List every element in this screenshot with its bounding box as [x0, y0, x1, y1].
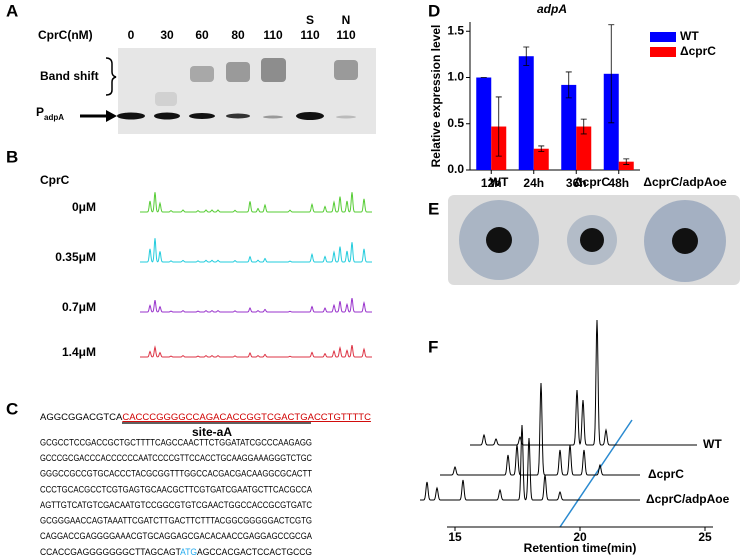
trace	[420, 424, 640, 501]
concentration-label: 0	[128, 28, 135, 42]
error-bar	[608, 24, 615, 124]
y-tick-label: 0.5	[447, 116, 464, 130]
legend-swatch	[650, 32, 676, 42]
panel-label: C	[6, 399, 18, 418]
sequence-line: GCGCCTCCGACCGCTGCTTTTCAGCCAACTTCTGGATATC…	[40, 438, 312, 449]
gel-smears	[155, 58, 358, 106]
error-bar	[580, 118, 587, 135]
panel-label: F	[428, 337, 438, 356]
trace	[140, 238, 372, 263]
alignment-line	[559, 419, 633, 528]
y-tick-label: 0.0	[447, 162, 464, 176]
bar	[533, 148, 549, 170]
concentration-label: 0μM	[72, 200, 96, 214]
gel-header: CprC(nM)	[38, 28, 93, 42]
trace	[140, 298, 372, 313]
concentration-label: 110	[300, 28, 320, 42]
concentration-label: 0.7μM	[62, 300, 96, 314]
trace-label: ΔcprC/adpAoe	[646, 492, 730, 506]
x-tick-label: 24h	[523, 176, 544, 190]
legend-label: WT	[680, 29, 699, 43]
sequence-line: GGGCCGCCGTGCACCCTACGCGGTTTGGCCACGACGACAA…	[40, 469, 312, 480]
x-tick-label: 20	[573, 530, 587, 544]
site-label: site-aA	[192, 425, 232, 439]
concentration-label: 1.4μM	[62, 345, 96, 359]
bar	[561, 84, 577, 170]
y-tick-label: 1.0	[447, 70, 464, 84]
panel-label: A	[6, 1, 18, 20]
lane-label: S	[306, 13, 314, 27]
panel-label: E	[428, 199, 439, 218]
error-bar	[538, 145, 545, 152]
error-bar	[623, 158, 630, 165]
y-axis-label: Relative expression level	[429, 25, 443, 168]
sequence-line: GCCCGCGACCCACCCCCCAATCCCCGTTCCACCTGCAAGG…	[40, 453, 312, 464]
bar	[576, 126, 592, 170]
error-bar	[495, 96, 502, 157]
legend-label: ΔcprC	[680, 44, 716, 58]
bar	[476, 77, 492, 170]
sequence-line: CCCTGCACGCCTCGTGAGTGCAACGCTTCGTGATCGAATG…	[40, 484, 313, 495]
concentration-label: 30	[160, 28, 174, 42]
legend-swatch	[650, 47, 676, 57]
chart-title: adpA	[537, 2, 567, 16]
x-tick-label: 12h	[481, 176, 502, 190]
x-tick-label: 36h	[566, 176, 587, 190]
bracket	[105, 57, 117, 96]
y-tick-label: 1.5	[447, 23, 464, 37]
x-tick-label: 25	[698, 530, 712, 544]
lane-label: N	[342, 13, 351, 27]
concentration-label: 110	[263, 28, 283, 42]
x-axis-label: Retention time(min)	[524, 541, 637, 555]
panel-label: B	[6, 147, 18, 166]
footprint-header: CprC	[40, 173, 70, 187]
concentration-label: 110	[336, 28, 356, 42]
trace-label: ΔcprC	[648, 467, 684, 481]
trace	[140, 344, 372, 358]
panel-label: D	[428, 1, 440, 20]
concentration-label: 0.35μM	[55, 250, 96, 264]
x-tick-label: 15	[448, 530, 462, 544]
trace	[470, 319, 697, 446]
sequence-line: CCACCGAGGGGGGGCTTAGCAGTATGAGCCACGACTCCAC…	[40, 547, 312, 556]
plate-label: ΔcprC/adpAoe	[643, 175, 727, 189]
arrow-head	[106, 110, 117, 122]
error-bar	[565, 71, 572, 99]
trace-label: WT	[703, 437, 722, 451]
sequence-line: AGTTGTCATGTCGACAATGTCCGGCGTGTCGAACTGGCCA…	[40, 500, 312, 511]
x-tick-label: 48h	[608, 176, 629, 190]
sequence-line: CAGGACCGAGGGGAAACGTGCAGGAGCGACACAACCGAGG…	[40, 531, 313, 542]
error-bar	[523, 46, 530, 66]
band-shift-label: Band shift	[40, 69, 99, 83]
halos	[459, 200, 726, 282]
concentration-label: 60	[195, 28, 209, 42]
trace	[140, 192, 372, 213]
trace	[440, 382, 640, 476]
plate-label: WT	[490, 175, 509, 189]
sequence-line: AGGCGGACGTCACACCCGGGGCCAGACACCGGTCGACTGA…	[40, 412, 371, 423]
gel-bands	[117, 112, 356, 120]
bar	[618, 161, 634, 170]
bar	[518, 56, 534, 170]
sequence-line: GCGGGAACCAGTAAATTCGATCTTGACTTCTTTACGGCGG…	[40, 516, 312, 527]
probe-label: PadpA	[36, 105, 64, 122]
concentration-label: 80	[231, 28, 245, 42]
plate-label: ΔcprC	[574, 175, 610, 189]
